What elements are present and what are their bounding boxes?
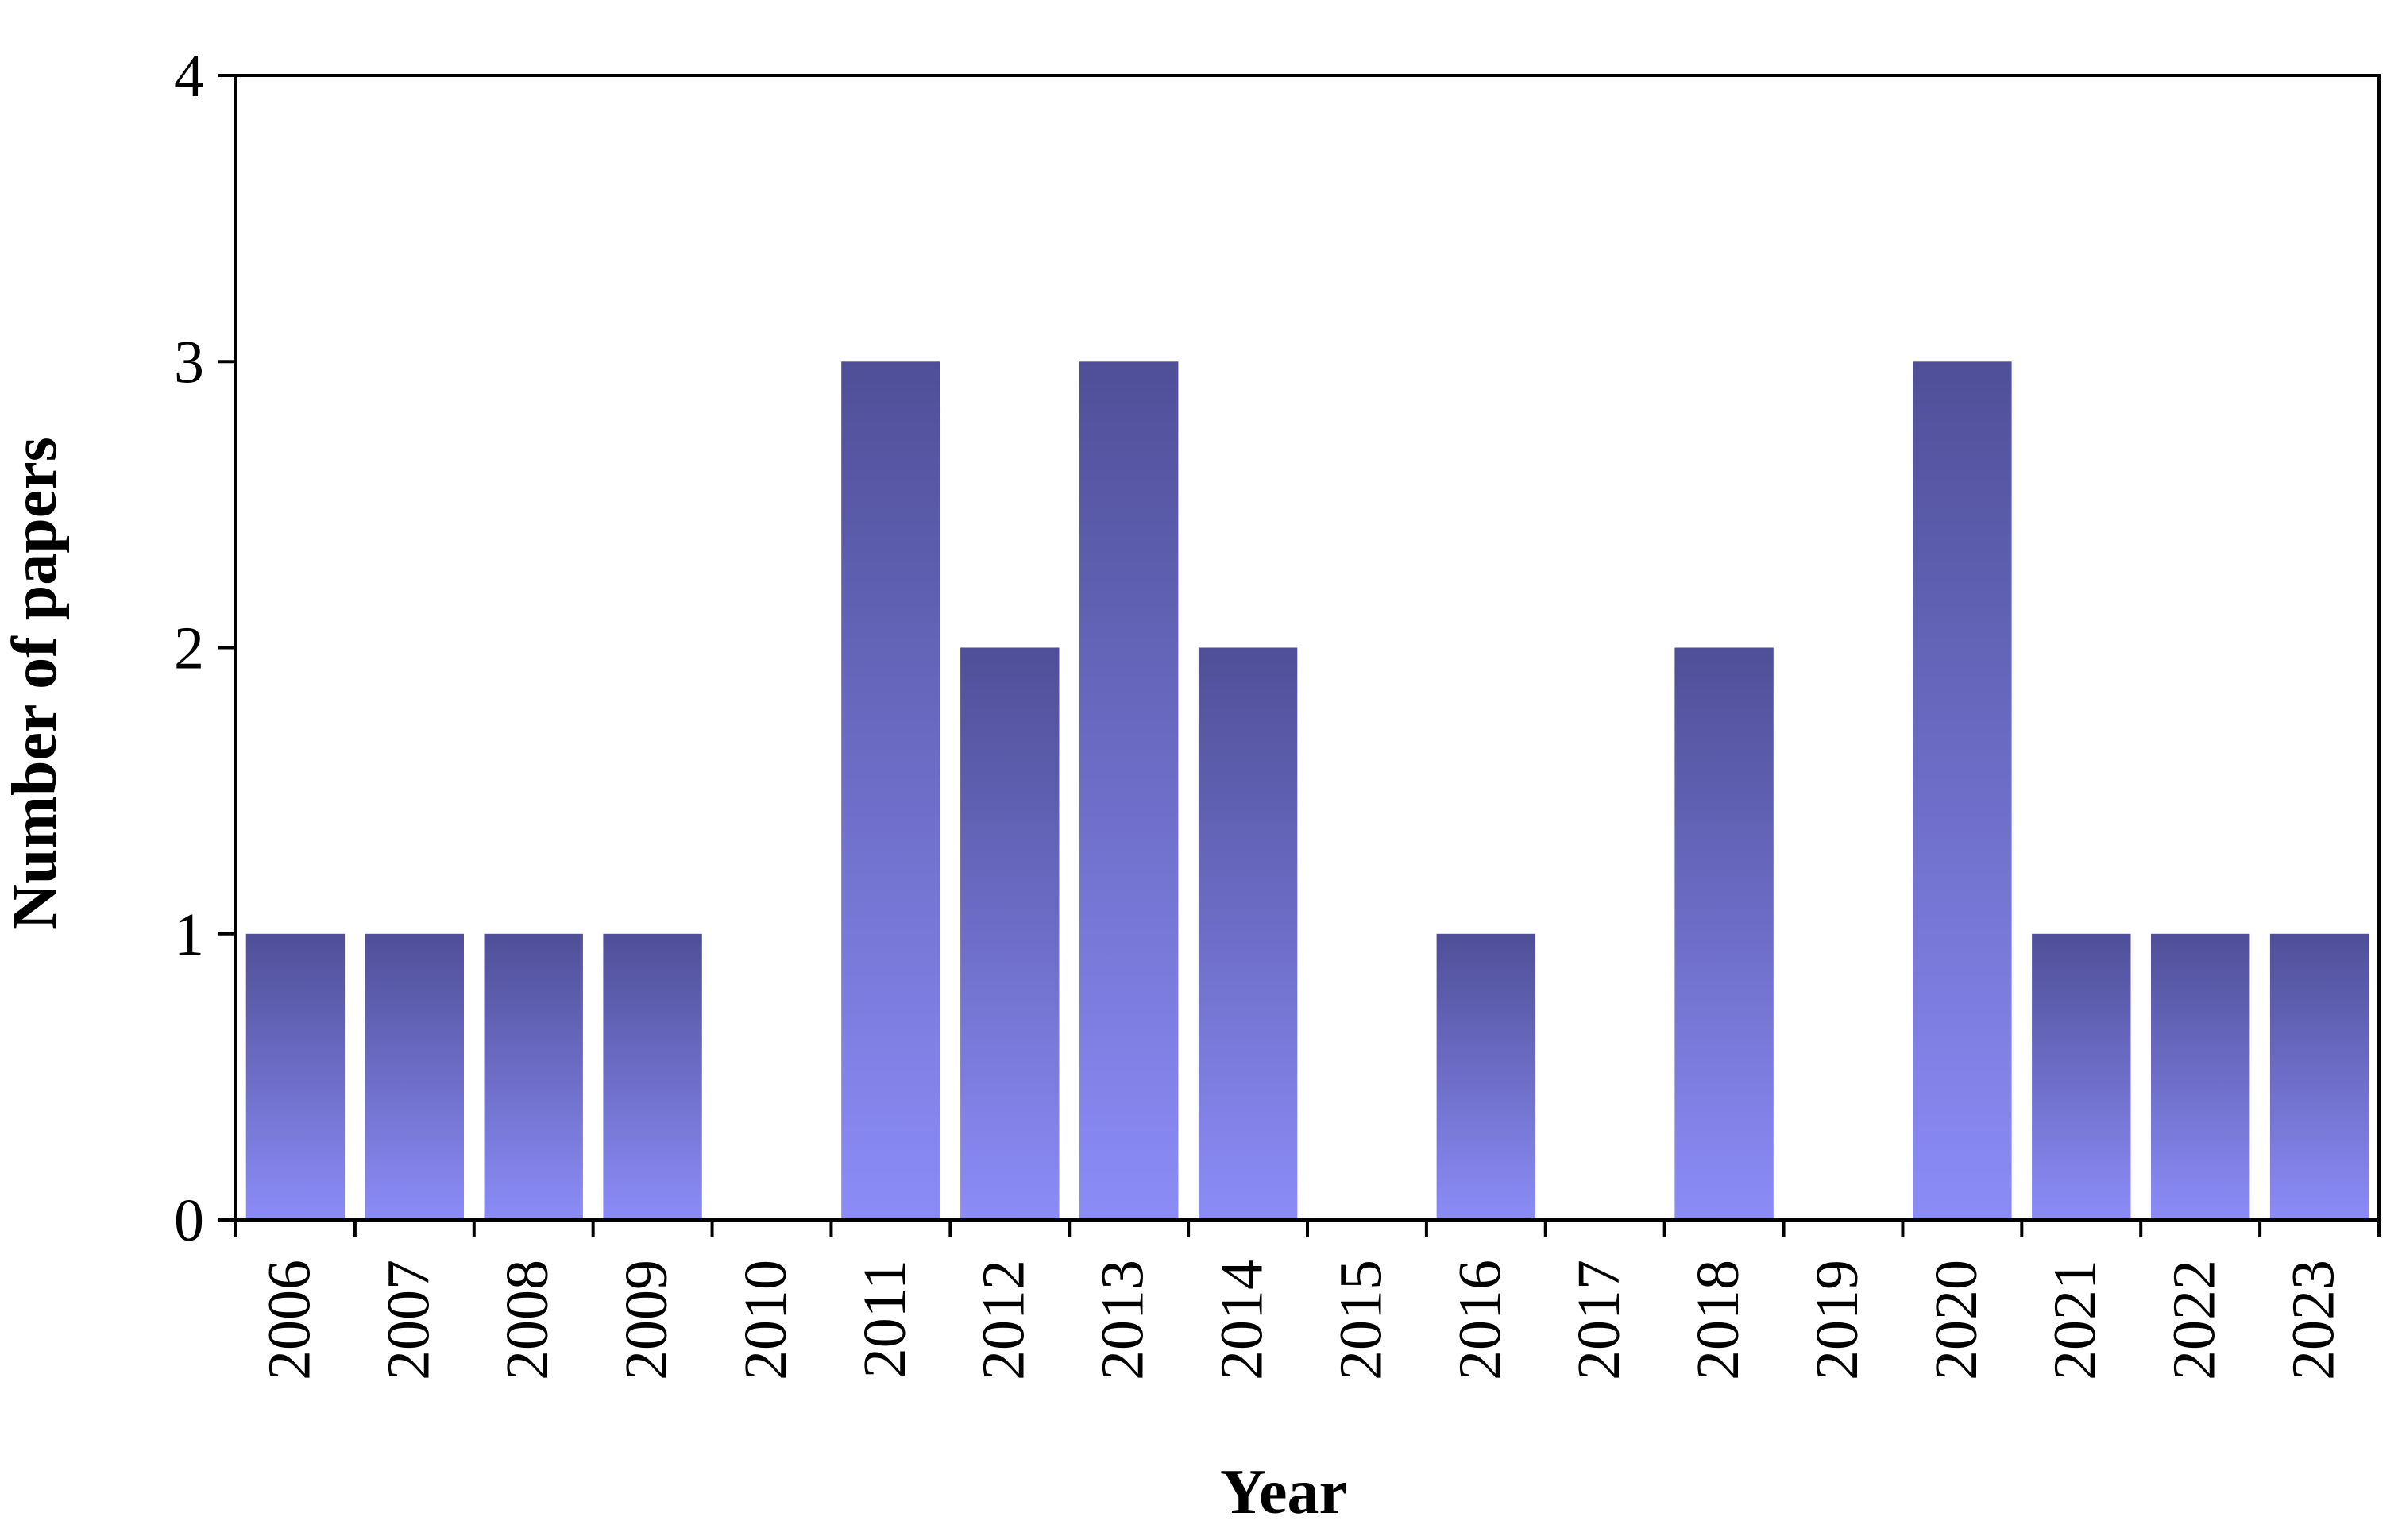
bar-2011 [841,361,940,1221]
x-tick-label-2010: 2010 [732,1260,799,1380]
bar-2014 [1198,647,1298,1220]
x-tick-label-2012: 2012 [971,1260,1037,1380]
bars [245,361,2369,1221]
bar-2020 [1913,361,2012,1221]
x-tick-label-2014: 2014 [1208,1260,1275,1380]
x-tick-label-2021: 2021 [2042,1260,2109,1380]
x-tick-label-2011: 2011 [851,1260,918,1378]
x-tick-label-2020: 2020 [1923,1260,1990,1380]
axes [218,74,2381,1237]
x-tick-label-2015: 2015 [1327,1260,1394,1380]
bar-2012 [960,647,1060,1220]
bar-2018 [1674,647,1774,1220]
x-tick-label-2018: 2018 [1685,1260,1751,1380]
x-tick-label-2016: 2016 [1446,1260,1513,1380]
bar-2013 [1079,361,1179,1221]
y-tick-label: 1 [174,901,204,968]
y-tick-label: 2 [174,616,204,682]
x-tick-label-2022: 2022 [2161,1260,2228,1380]
x-tick-label-2009: 2009 [613,1260,680,1380]
bar-2023 [2269,933,2369,1221]
x-tick-label-2019: 2019 [1804,1260,1871,1380]
x-tick-label-2007: 2007 [375,1260,442,1380]
x-axis-title: Year [1220,1457,1347,1527]
y-axis-title: Number of papers [0,437,70,930]
bar-2022 [2151,933,2250,1221]
bar-2016 [1436,933,1535,1221]
y-tick-label: 3 [174,329,204,396]
x-tick-label-2017: 2017 [1566,1260,1632,1380]
bar-2021 [2032,933,2131,1221]
x-tick-label-2006: 2006 [256,1260,322,1380]
x-tick-label-2023: 2023 [2280,1260,2346,1380]
x-tick-label-2008: 2008 [494,1260,561,1380]
bar-2008 [484,933,583,1221]
bar-2007 [365,933,464,1221]
y-tick-label: 4 [174,43,204,110]
y-tick-label: 0 [174,1187,204,1254]
tick-labels: 0 1 2 3 4 2006 2007 2008 2009 2010 2011 2012 2013 201… [174,43,2346,1380]
bar-2006 [245,933,346,1221]
x-tick-label-2013: 2013 [1090,1260,1157,1380]
bar-2009 [603,933,702,1221]
